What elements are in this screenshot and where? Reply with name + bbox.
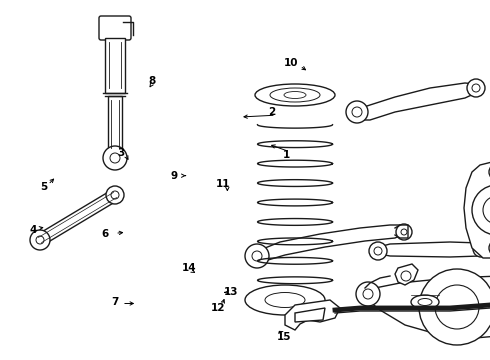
Text: 3: 3	[117, 148, 124, 158]
Text: 5: 5	[41, 182, 48, 192]
Polygon shape	[395, 264, 418, 285]
Ellipse shape	[245, 285, 325, 315]
Circle shape	[401, 229, 407, 235]
Polygon shape	[375, 242, 483, 257]
Circle shape	[472, 185, 490, 235]
Circle shape	[472, 84, 480, 92]
Text: 7: 7	[111, 297, 119, 307]
Text: 15: 15	[277, 332, 292, 342]
Circle shape	[356, 282, 380, 306]
Bar	[105, 38, 125, 93]
Circle shape	[30, 230, 50, 250]
Circle shape	[111, 191, 119, 199]
Text: 1: 1	[283, 150, 290, 160]
Ellipse shape	[255, 84, 335, 106]
Text: 6: 6	[102, 229, 109, 239]
Ellipse shape	[265, 292, 305, 307]
Text: 11: 11	[216, 179, 231, 189]
Text: 10: 10	[284, 58, 299, 68]
Ellipse shape	[270, 88, 320, 102]
Text: 9: 9	[171, 171, 177, 181]
Circle shape	[483, 196, 490, 224]
Circle shape	[36, 236, 44, 244]
Polygon shape	[37, 190, 118, 245]
Circle shape	[110, 153, 120, 163]
Circle shape	[369, 242, 387, 260]
Circle shape	[252, 251, 262, 261]
Circle shape	[245, 244, 269, 268]
Ellipse shape	[411, 295, 439, 309]
Polygon shape	[295, 308, 325, 322]
Circle shape	[489, 164, 490, 180]
Circle shape	[106, 186, 124, 204]
Circle shape	[478, 246, 484, 252]
Circle shape	[419, 269, 490, 345]
Text: 13: 13	[224, 287, 239, 297]
Polygon shape	[355, 83, 478, 120]
Circle shape	[103, 146, 127, 170]
Text: 12: 12	[211, 303, 225, 313]
Circle shape	[396, 224, 412, 240]
Circle shape	[473, 241, 489, 257]
Bar	[108, 96, 122, 151]
Text: 8: 8	[148, 76, 155, 86]
Text: 14: 14	[181, 263, 196, 273]
Circle shape	[346, 101, 368, 123]
Text: 4: 4	[29, 225, 37, 235]
Ellipse shape	[418, 298, 432, 306]
Polygon shape	[464, 160, 490, 258]
Circle shape	[489, 240, 490, 256]
Polygon shape	[285, 300, 340, 330]
Polygon shape	[365, 276, 490, 338]
Polygon shape	[255, 225, 408, 260]
Circle shape	[352, 107, 362, 117]
Circle shape	[363, 289, 373, 299]
Circle shape	[435, 285, 479, 329]
FancyBboxPatch shape	[99, 16, 131, 40]
Circle shape	[467, 79, 485, 97]
Circle shape	[374, 247, 382, 255]
Text: 2: 2	[269, 107, 275, 117]
Ellipse shape	[284, 91, 306, 99]
Circle shape	[401, 271, 411, 281]
